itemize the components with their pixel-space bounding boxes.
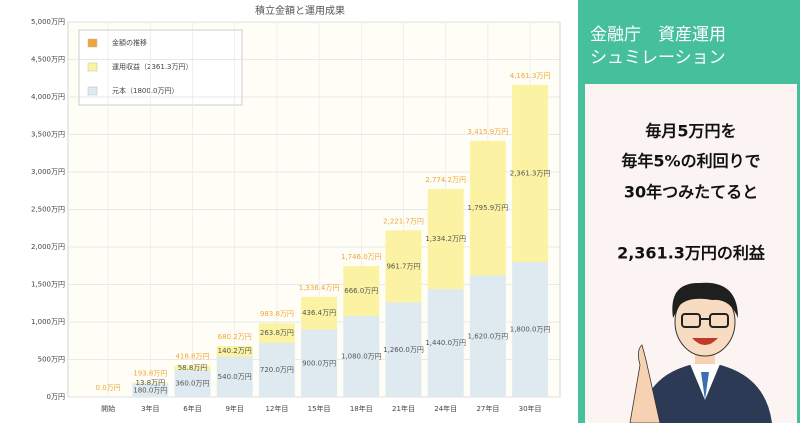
bar-segment [301, 296, 338, 330]
data-label: 2,361.3万円 [510, 169, 551, 177]
data-label: 1,440.0万円 [425, 339, 466, 347]
bar-segment [427, 188, 464, 289]
legend-swatch [87, 86, 98, 96]
legend-swatch [87, 62, 98, 72]
total-label: 1,746.0万円 [341, 253, 382, 261]
x-tick-label: 30年目 [519, 404, 542, 413]
bar-segment [132, 382, 169, 384]
y-tick-label: 1,500万円 [31, 281, 65, 289]
bar-segment [301, 329, 338, 397]
y-tick-label: 500万円 [38, 356, 65, 364]
chart-title: 積立金額と運用成果 [255, 4, 345, 17]
message-highlight: 2,361.3万円の利益 [617, 244, 766, 263]
x-tick-label: 21年目 [392, 404, 415, 413]
bar-segment [385, 230, 422, 303]
y-tick-label: 2,000万円 [31, 243, 65, 251]
bar-segment [174, 365, 211, 370]
bar-segment [343, 266, 380, 316]
data-label: 180.0万円 [133, 386, 167, 394]
data-label: 1,795.9万円 [468, 204, 509, 212]
message-line: 毎年5%の利回りで [621, 152, 760, 171]
message-line: 毎月5万円を [645, 122, 736, 141]
data-label: 720.0万円 [260, 366, 294, 374]
x-tick-label: 9年目 [225, 404, 243, 413]
x-tick-label: 開始 [101, 404, 115, 413]
x-tick-label: 6年目 [183, 404, 201, 413]
bar-segment [469, 140, 506, 276]
total-label: 418.8万円 [175, 353, 209, 361]
bar-segment [512, 262, 549, 397]
bar-segment [469, 275, 506, 397]
x-tick-label: 3年目 [141, 404, 159, 413]
x-tick-label: 15年目 [308, 404, 331, 413]
data-label: 666.0万円 [344, 287, 378, 295]
legend-label: 金額の推移 [112, 38, 147, 47]
bar-segment [385, 302, 422, 397]
x-tick-label: 12年目 [265, 404, 288, 413]
data-label: 436.4万円 [302, 309, 336, 317]
data-label: 1,080.0万円 [341, 353, 382, 361]
total-label: 1,336.4万円 [299, 284, 340, 292]
bar-segment [343, 316, 380, 397]
bar-segment [512, 84, 549, 262]
data-label: 1,260.0万円 [383, 346, 424, 354]
bar-segment [427, 289, 464, 397]
total-label: 4,161.3万円 [510, 72, 551, 80]
panel-title: シュミレーション [590, 48, 726, 68]
total-label: 3,415.9万円 [468, 128, 509, 136]
total-label: 193.8万円 [133, 369, 167, 377]
y-tick-label: 2,500万円 [31, 206, 65, 214]
data-label: 140.2万円 [218, 347, 252, 355]
data-label: 263.8万円 [260, 329, 294, 337]
y-tick-label: 4,000万円 [31, 93, 65, 101]
total-label: 2,221.7万円 [383, 217, 424, 225]
bar-segment [174, 370, 211, 397]
legend-swatch [87, 38, 98, 48]
y-tick-label: 0万円 [47, 393, 65, 401]
x-tick-label: 24年目 [434, 404, 457, 413]
bar-segment [258, 343, 295, 397]
data-label: 961.7万円 [386, 262, 420, 270]
bar-segment [216, 345, 253, 357]
x-tick-label: 27年目 [476, 404, 499, 413]
data-label: 1,800.0万円 [510, 326, 551, 334]
data-label: 360.0万円 [175, 380, 209, 388]
data-label: 58.8万円 [178, 364, 208, 372]
legend-label: 元本（1800.0万円） [112, 86, 179, 95]
data-label: 1,620.0万円 [468, 332, 509, 340]
total-label: 680.2万円 [218, 333, 252, 341]
data-label: 900.0万円 [302, 359, 336, 367]
message-line: 30年つみたてると [624, 183, 758, 202]
bar-segment [132, 383, 169, 397]
y-tick-label: 1,000万円 [31, 318, 65, 326]
total-label: 983.8万円 [260, 310, 294, 318]
panel-title: 金融庁 資産運用 [590, 25, 726, 45]
bar-segment [216, 356, 253, 397]
y-tick-label: 4,500万円 [31, 56, 65, 64]
data-label: 1,334.2万円 [425, 235, 466, 243]
total-label: 0.0万円 [96, 384, 121, 392]
data-label: 13.8万円 [136, 379, 166, 387]
character [629, 282, 772, 424]
bar-segment [258, 323, 295, 343]
x-tick-label: 18年目 [350, 404, 373, 413]
y-tick-label: 3,500万円 [31, 131, 65, 139]
legend-box [78, 29, 243, 106]
data-label: 540.0万円 [218, 373, 252, 381]
y-tick-label: 3,000万円 [31, 168, 65, 176]
legend-label: 運用収益（2361.3万円） [112, 62, 193, 71]
total-label: 2,774.2万円 [425, 176, 466, 184]
y-tick-label: 5,000万円 [31, 18, 65, 26]
